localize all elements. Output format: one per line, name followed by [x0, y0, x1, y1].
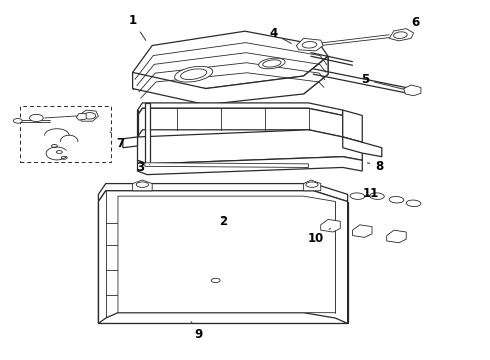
Ellipse shape [181, 69, 207, 80]
Text: 4: 4 [269, 27, 292, 44]
Ellipse shape [393, 32, 407, 39]
Text: 2: 2 [219, 215, 227, 228]
Ellipse shape [174, 66, 213, 82]
Polygon shape [79, 110, 98, 121]
Polygon shape [387, 230, 406, 243]
Polygon shape [404, 85, 421, 96]
Ellipse shape [136, 182, 148, 187]
Polygon shape [98, 184, 347, 202]
Ellipse shape [306, 182, 318, 187]
Ellipse shape [83, 113, 96, 119]
Text: 9: 9 [191, 321, 203, 341]
Polygon shape [296, 39, 323, 51]
Polygon shape [389, 29, 414, 41]
Polygon shape [145, 163, 309, 167]
Polygon shape [123, 137, 138, 148]
Polygon shape [321, 220, 340, 232]
Polygon shape [145, 103, 150, 164]
Polygon shape [138, 103, 343, 116]
Text: 6: 6 [406, 16, 419, 34]
Polygon shape [304, 56, 328, 94]
Polygon shape [343, 110, 362, 142]
Ellipse shape [302, 41, 317, 48]
Polygon shape [98, 313, 347, 323]
Polygon shape [138, 108, 343, 137]
Polygon shape [352, 225, 372, 237]
Polygon shape [304, 180, 321, 191]
Ellipse shape [263, 60, 281, 67]
Polygon shape [133, 180, 152, 191]
Text: 3: 3 [136, 161, 149, 174]
Ellipse shape [259, 58, 285, 69]
Polygon shape [76, 114, 86, 120]
Ellipse shape [51, 144, 57, 147]
Ellipse shape [406, 200, 421, 207]
Polygon shape [343, 137, 382, 157]
Text: 1: 1 [128, 14, 146, 40]
Ellipse shape [13, 118, 22, 123]
Polygon shape [98, 191, 347, 323]
Text: 8: 8 [368, 159, 384, 172]
Polygon shape [118, 196, 335, 313]
Polygon shape [138, 157, 362, 175]
Text: 10: 10 [308, 228, 331, 244]
Ellipse shape [61, 156, 67, 159]
Polygon shape [138, 130, 362, 164]
Text: 5: 5 [361, 73, 409, 90]
Ellipse shape [211, 278, 220, 283]
Ellipse shape [389, 197, 404, 203]
Ellipse shape [369, 193, 384, 199]
Ellipse shape [56, 150, 62, 153]
Text: 11: 11 [363, 187, 379, 200]
Ellipse shape [29, 114, 43, 122]
Text: 7: 7 [110, 132, 124, 149]
Ellipse shape [350, 193, 365, 199]
Polygon shape [133, 31, 328, 89]
Polygon shape [133, 56, 328, 105]
Ellipse shape [409, 89, 418, 94]
